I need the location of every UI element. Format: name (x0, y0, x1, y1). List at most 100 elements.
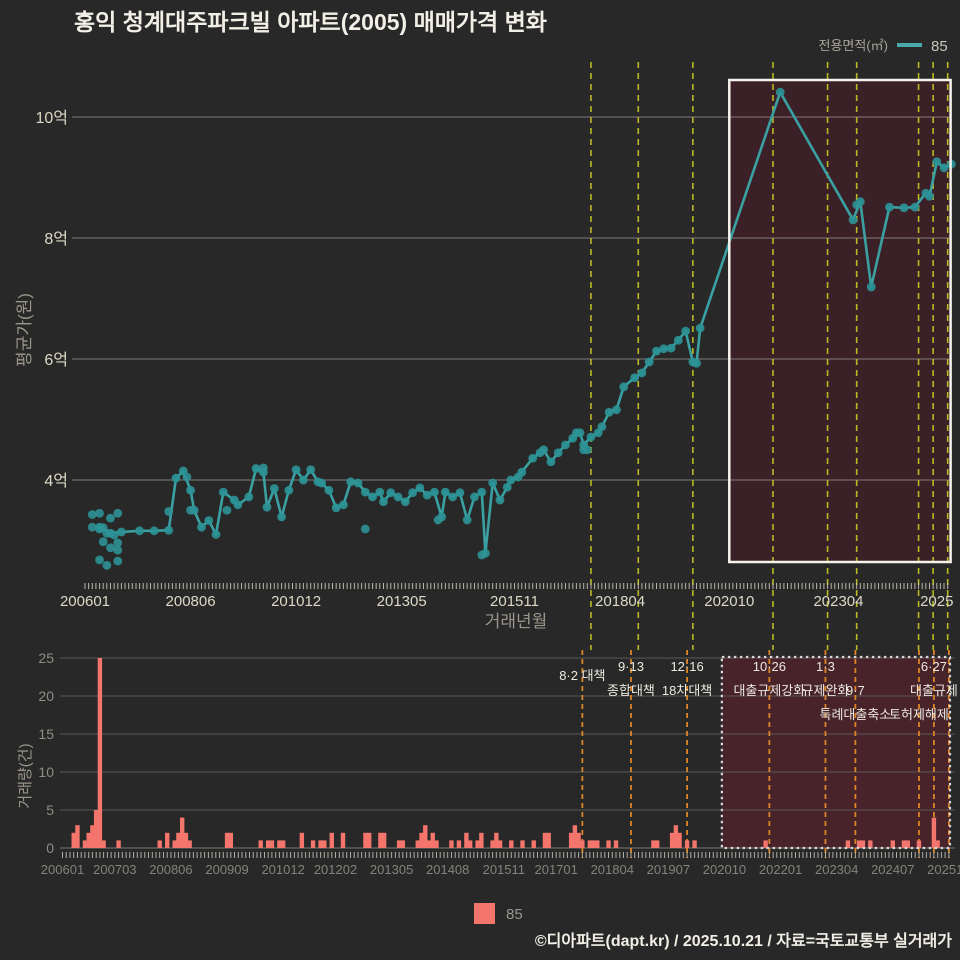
price-point (244, 492, 254, 502)
price-point (448, 492, 458, 502)
price-point (353, 478, 363, 488)
x-tick-label: 202407 (871, 862, 914, 877)
volume-bar (935, 840, 940, 848)
x-tick-label: 2025 (920, 593, 953, 610)
price-point (408, 488, 417, 498)
price-point (692, 358, 701, 368)
volume-bar (280, 840, 286, 848)
volume-bar (258, 840, 263, 848)
x-tick-label: 200703 (93, 862, 136, 877)
price-point (488, 478, 498, 488)
price-point (695, 323, 705, 333)
y-tick-label: 25 (38, 650, 54, 666)
x-axis-tick-strip (84, 583, 949, 589)
y-tick-label: 10 (38, 764, 54, 780)
policy-annotations: 8·2 대책 9·13 종합대책 12·16 18차대책 10·26 대출규제강화 1·3 규제… (559, 659, 958, 722)
volume-bar (497, 840, 503, 848)
price-point (291, 465, 301, 475)
price-point (495, 495, 505, 505)
y-tick-label: 5 (46, 802, 54, 818)
policy-annotation: 9·13 (618, 659, 644, 674)
price-series (87, 87, 956, 570)
volume-bar (363, 832, 368, 848)
volume-bar (329, 832, 334, 848)
price-scatter-point (102, 528, 112, 538)
price-point (324, 485, 334, 495)
price-point (910, 202, 920, 212)
price-point (306, 465, 316, 475)
y-tick-label: 6억 (44, 351, 68, 369)
volume-bar (591, 840, 596, 848)
volume-bar (318, 840, 323, 848)
volume-bar (845, 840, 851, 848)
volume-bar (901, 840, 907, 848)
volume-bar (479, 832, 484, 848)
volume-bar (568, 832, 574, 848)
volume-bar (90, 825, 95, 848)
price-scatter-point (113, 556, 123, 566)
price-point (506, 475, 516, 485)
price-point (317, 478, 326, 488)
policy-annotation: 대출규제강화 (733, 683, 805, 698)
volume-bar (763, 840, 768, 848)
price-point (368, 492, 377, 502)
volume-bar (97, 658, 103, 848)
price-scatter-point (109, 530, 119, 540)
price-point (430, 487, 439, 497)
volume-bar (430, 832, 435, 848)
x-tick-label: 201012 (261, 862, 304, 877)
legend-series-value: 85 (931, 38, 948, 55)
policy-annotation: 18차대책 (662, 683, 712, 698)
y-tick-label: 10억 (35, 109, 68, 127)
price-scatter-point (222, 505, 232, 515)
volume-bar (464, 832, 469, 848)
price-point (539, 445, 549, 455)
policy-annotation: 토허제해제 (889, 707, 949, 722)
x-tick-label: 202304 (813, 593, 863, 610)
price-point (866, 282, 876, 292)
volume-bar (82, 840, 88, 848)
price-chart-policy-lines (590, 62, 949, 650)
highlight-box-fill (729, 80, 951, 562)
price-scatter-point (113, 508, 123, 518)
volume-bar (509, 840, 514, 848)
volume-bar (228, 832, 233, 848)
volume-bar (546, 832, 551, 848)
price-point (400, 497, 410, 507)
x-tick-label: 201305 (370, 862, 413, 877)
volume-bar (576, 832, 581, 848)
price-scatter-point (106, 543, 115, 553)
price-point (546, 457, 556, 467)
x-tick-label: 202304 (815, 862, 858, 877)
policy-annotation: 9·7 (846, 683, 865, 698)
volume-bar (75, 825, 80, 848)
price-point (440, 487, 450, 497)
x-tick-label: 200601 (41, 862, 84, 877)
price-point (379, 497, 388, 507)
volume-bar (475, 840, 480, 848)
price-point (561, 440, 570, 450)
price-point (925, 191, 934, 201)
price-point (644, 357, 654, 367)
price-scatter-point (477, 550, 487, 560)
highlight-box-border (728, 78, 952, 564)
volume-bar (179, 817, 185, 848)
x-tick-label: 200909 (205, 862, 248, 877)
volume-highlight-box-fill (721, 657, 951, 848)
x-tick-label: 201408 (426, 862, 469, 877)
x-tick-label: 200601 (60, 593, 110, 610)
price-point (673, 335, 683, 345)
volume-bars (71, 658, 940, 848)
price-point (171, 473, 181, 483)
price-point (218, 487, 228, 497)
volume-bar (651, 840, 656, 848)
volume-bar (434, 840, 439, 848)
volume-bar (449, 840, 454, 848)
volume-chart-axis: 0 5 10 15 20 25 200601 200703 200806 200909 201012… (38, 650, 960, 877)
volume-highlight-box-outline (720, 655, 952, 850)
volume-bar (277, 840, 282, 848)
price-scatter-point (360, 524, 370, 534)
y-tick-label: 20 (38, 688, 54, 704)
price-point (775, 87, 785, 97)
volume-bar (669, 832, 675, 848)
